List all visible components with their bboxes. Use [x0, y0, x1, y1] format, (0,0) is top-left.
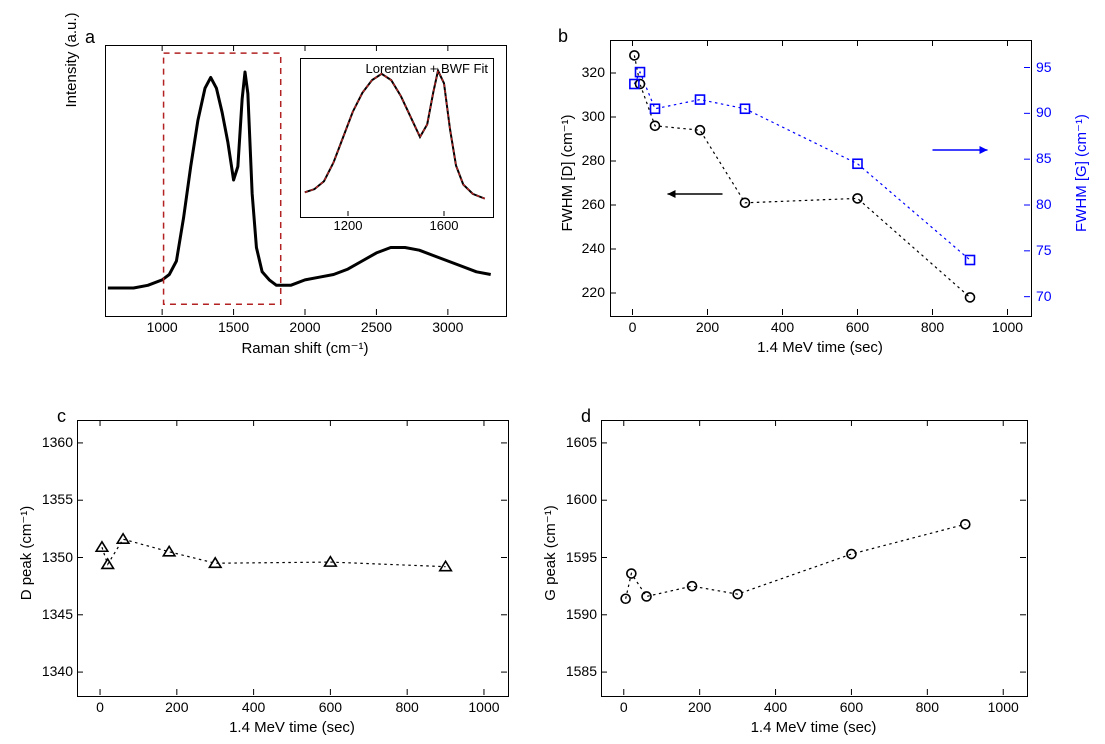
y-tick-label: 1360	[27, 434, 73, 450]
y-left-axis-label: FWHM [D] (cm⁻¹)	[558, 98, 576, 248]
y-axis-label: G peak (cm⁻¹)	[541, 488, 559, 618]
y-left-tick: 220	[565, 284, 605, 300]
panel-b-plot	[610, 40, 1030, 315]
x-tick-label: 600	[305, 699, 355, 715]
x-tick-label: 1000	[983, 319, 1033, 335]
x-tick-label: 3000	[423, 319, 473, 335]
y-axis-label: D peak (cm⁻¹)	[17, 488, 35, 618]
x-tick-label: 2500	[351, 319, 401, 335]
x-axis-label: 1.4 MeV time (sec)	[212, 719, 372, 736]
x-tick-label: 400	[758, 319, 808, 335]
y-tick-label: 1340	[27, 663, 73, 679]
x-tick-label: 400	[229, 699, 279, 715]
x-tick-label: 200	[683, 319, 733, 335]
panel-c-plot	[77, 420, 507, 695]
x-axis-label: 1.4 MeV time (sec)	[740, 339, 900, 356]
x-tick-label: 1000	[978, 699, 1028, 715]
x-tick-label: 0	[599, 699, 649, 715]
x-tick-label: 1000	[459, 699, 509, 715]
inset-x-tick: 1600	[422, 218, 466, 233]
x-tick-label: 0	[608, 319, 658, 335]
y-left-tick: 320	[565, 64, 605, 80]
panel-letter-b: b	[558, 26, 568, 47]
x-axis-label: 1.4 MeV time (sec)	[734, 719, 894, 736]
x-tick-label: 200	[675, 699, 725, 715]
y-axis-label: Intensity (a.u.)	[63, 0, 80, 120]
inset-x-tick: 1200	[326, 218, 370, 233]
x-tick-label: 800	[908, 319, 958, 335]
x-tick-label: 600	[833, 319, 883, 335]
x-tick-label: 400	[751, 699, 801, 715]
y-right-tick: 90	[1036, 104, 1066, 120]
inset-title: Lorentzian + BWF Fit	[308, 61, 488, 76]
x-tick-label: 1500	[209, 319, 259, 335]
y-right-tick: 75	[1036, 242, 1066, 258]
y-right-tick: 95	[1036, 59, 1066, 75]
x-tick-label: 0	[75, 699, 125, 715]
y-right-tick: 85	[1036, 150, 1066, 166]
x-tick-label: 200	[152, 699, 202, 715]
x-tick-label: 800	[902, 699, 952, 715]
y-tick-label: 1585	[551, 663, 597, 679]
y-right-tick: 70	[1036, 288, 1066, 304]
x-tick-label: 2000	[280, 319, 330, 335]
y-tick-label: 1605	[551, 434, 597, 450]
panel-letter-c: c	[57, 406, 66, 427]
y-right-tick: 80	[1036, 196, 1066, 212]
x-tick-label: 600	[826, 699, 876, 715]
x-tick-label: 800	[382, 699, 432, 715]
y-right-axis-label: FWHM [G] (cm⁻¹)	[1072, 98, 1090, 248]
x-tick-label: 1000	[137, 319, 187, 335]
panel-letter-d: d	[581, 406, 591, 427]
panel-letter-a: a	[85, 27, 95, 48]
panel-d-plot	[601, 420, 1026, 695]
x-axis-label: Raman shift (cm⁻¹)	[225, 339, 385, 357]
panel-a-inset-plot	[300, 58, 492, 216]
